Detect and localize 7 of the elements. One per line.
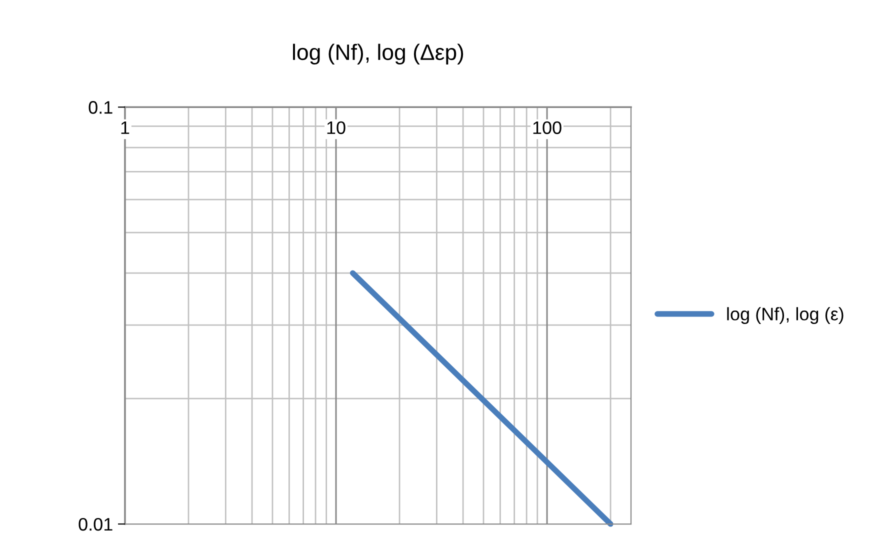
x-tick-label: 100 [533, 121, 562, 134]
legend-label: log (Nf), log (ε) [727, 307, 844, 324]
chart-title: log (Nf), log (Δεp) [293, 44, 464, 65]
x-tick-label: 1 [121, 122, 130, 134]
x-tick-label: 10 [327, 121, 346, 134]
y-tick-label: 0.1 [88, 101, 112, 114]
y-tick-label: 0.01 [78, 518, 112, 531]
